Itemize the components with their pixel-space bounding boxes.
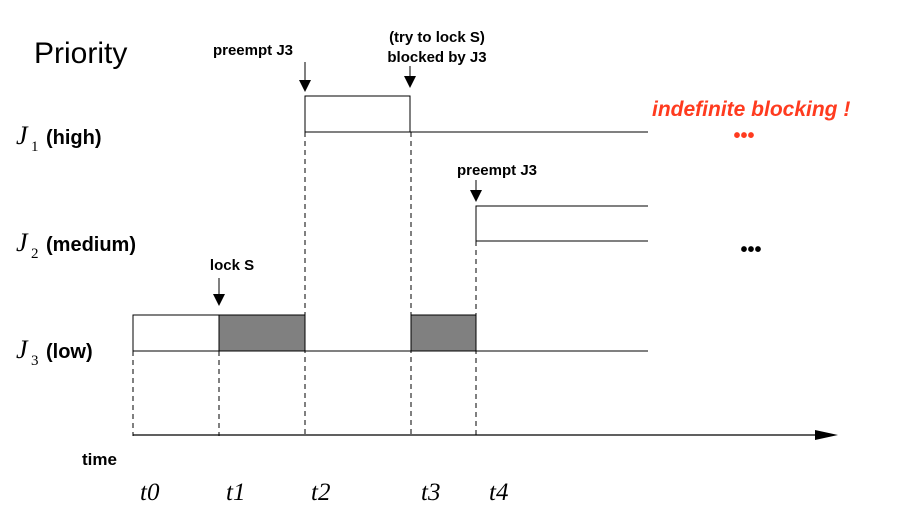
arrow-down-icon: [213, 294, 225, 306]
tick-label: t4: [489, 479, 508, 506]
tick-label: t0: [140, 479, 160, 506]
job-symbol: J: [16, 335, 29, 364]
job-subscript: 3: [31, 353, 39, 369]
job-subscript: 2: [31, 246, 39, 262]
j3-normal-block: [132, 314, 220, 352]
annotation-lock-s: lock S: [210, 257, 254, 274]
job-priority-label: (medium): [46, 234, 136, 256]
job-symbol: J: [16, 228, 29, 257]
tick-label: t1: [226, 479, 245, 506]
j2-execution-block: [475, 205, 648, 241]
j3-critical-section-1: [218, 314, 306, 352]
job-label-medium: J 2 (medium): [16, 228, 136, 262]
indefinite-blocking-label: indefinite blocking !: [652, 98, 850, 121]
job-symbol: J: [16, 121, 29, 150]
priority-axis-title: Priority: [34, 37, 127, 70]
job-label-low: J 3 (low): [16, 335, 93, 369]
annotation-preempt-j3-b: preempt J3: [457, 162, 537, 179]
annotation-preempt-j3-a: preempt J3: [213, 42, 293, 59]
annotation-try-lock-line1: (try to lock S): [389, 29, 485, 46]
arrow-down-icon: [470, 190, 482, 202]
job-priority-label: (low): [46, 341, 93, 363]
job-subscript: 1: [31, 139, 39, 155]
job-priority-label: (high): [46, 127, 102, 149]
j3-critical-section-2: [410, 314, 477, 352]
job-label-high: J 1 (high): [16, 121, 102, 155]
annotation-try-lock-line2: blocked by J3: [387, 49, 486, 66]
time-axis-arrow-icon: [815, 430, 838, 440]
arrow-down-icon: [299, 80, 311, 92]
tick-label: t3: [421, 479, 440, 506]
j1-execution-block: [304, 95, 411, 133]
tick-label: t2: [311, 479, 330, 506]
arrow-down-icon: [404, 76, 416, 88]
ellipsis-medium: •••: [740, 239, 761, 261]
ellipsis-high: •••: [733, 125, 754, 147]
time-axis-label: time: [82, 450, 117, 469]
